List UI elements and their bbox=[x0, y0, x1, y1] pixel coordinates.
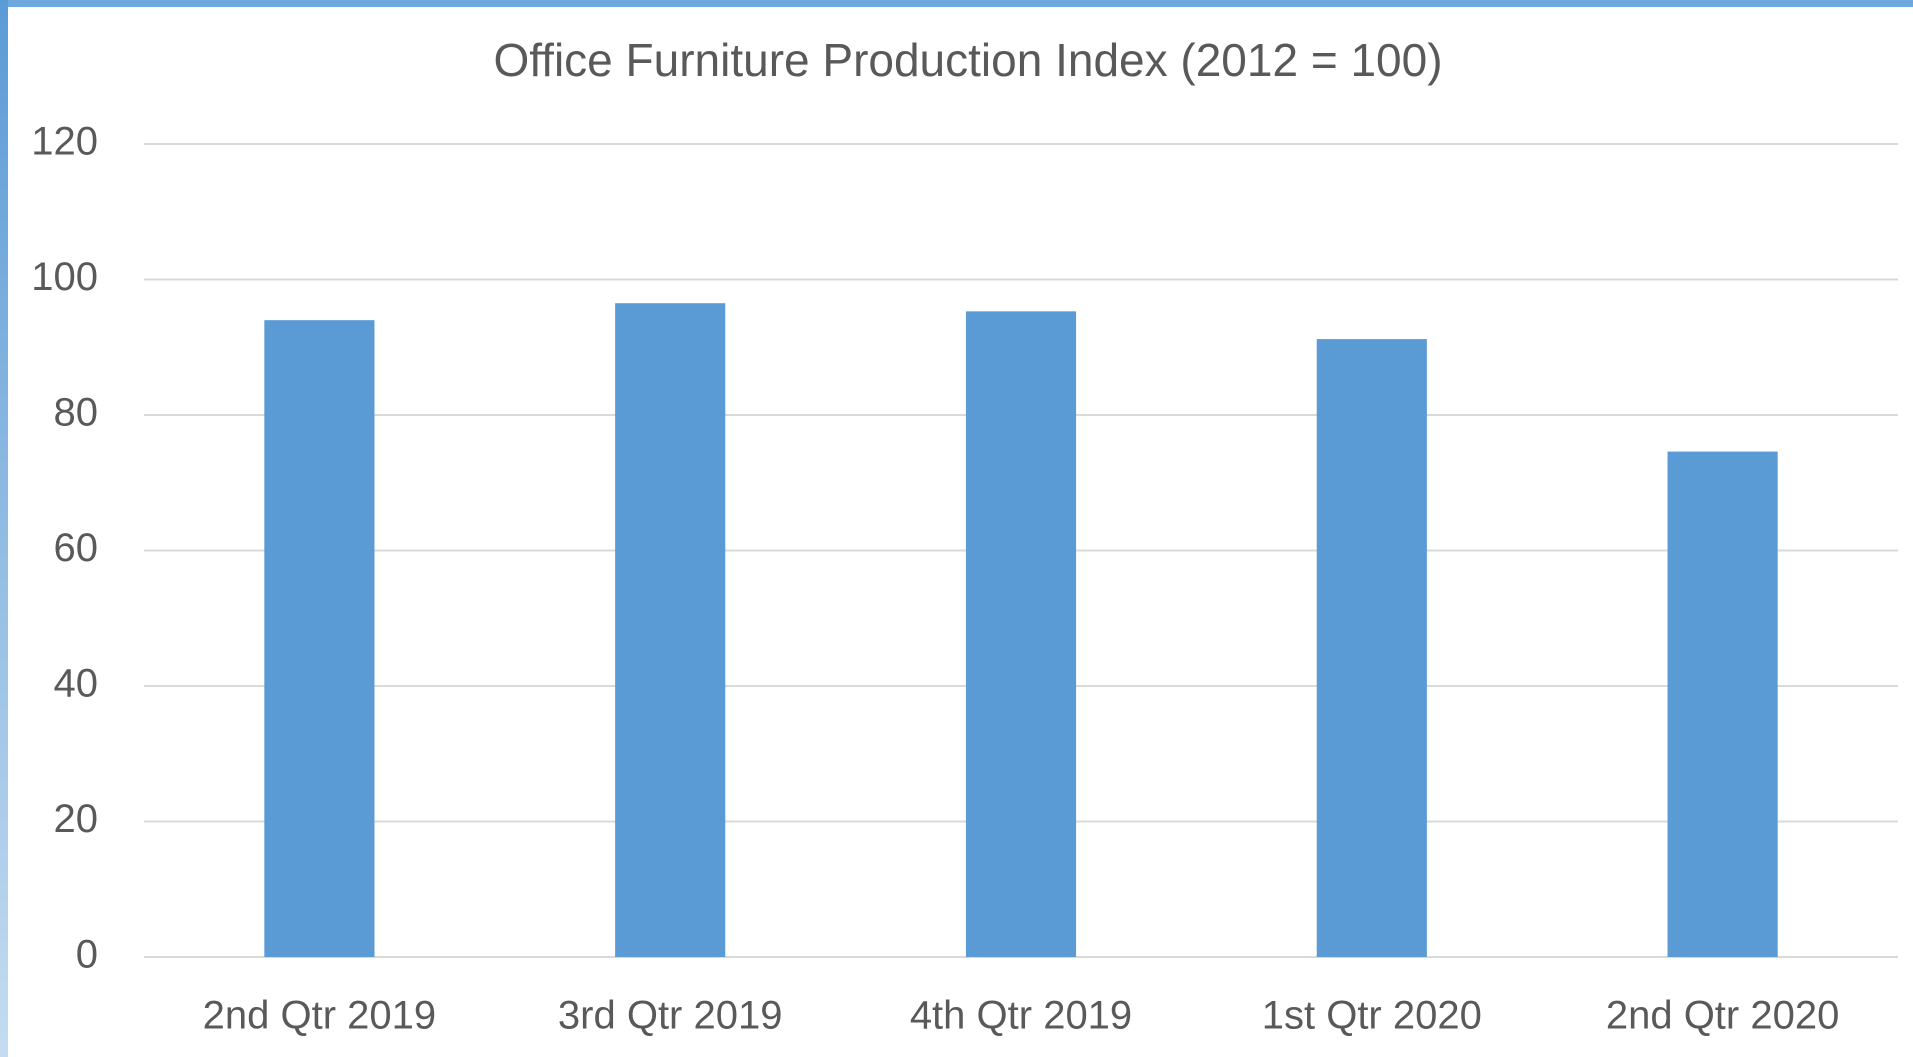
x-tick-label: 3rd Qtr 2019 bbox=[558, 994, 783, 1038]
x-tick-label: 2nd Qtr 2020 bbox=[1606, 994, 1840, 1038]
y-tick-label: 80 bbox=[54, 391, 99, 435]
y-tick-label: 20 bbox=[54, 797, 99, 841]
bar bbox=[1316, 339, 1427, 957]
frame-left bbox=[0, 0, 8, 1057]
y-tick-label: 0 bbox=[76, 933, 98, 977]
bar bbox=[615, 303, 726, 957]
y-tick-label: 120 bbox=[31, 120, 98, 164]
frame-top bbox=[0, 0, 1913, 7]
bar bbox=[965, 311, 1077, 957]
y-tick-label: 40 bbox=[54, 662, 99, 706]
y-tick-label: 60 bbox=[54, 526, 99, 570]
x-tick-label: 2nd Qtr 2019 bbox=[203, 994, 437, 1038]
y-tick-label: 100 bbox=[31, 255, 98, 299]
bar bbox=[1667, 451, 1778, 957]
chart-title: Office Furniture Production Index (2012 … bbox=[493, 34, 1442, 86]
x-tick-label: 1st Qtr 2020 bbox=[1262, 994, 1482, 1038]
bar bbox=[264, 320, 375, 957]
x-tick-label: 4th Qtr 2019 bbox=[910, 994, 1132, 1038]
